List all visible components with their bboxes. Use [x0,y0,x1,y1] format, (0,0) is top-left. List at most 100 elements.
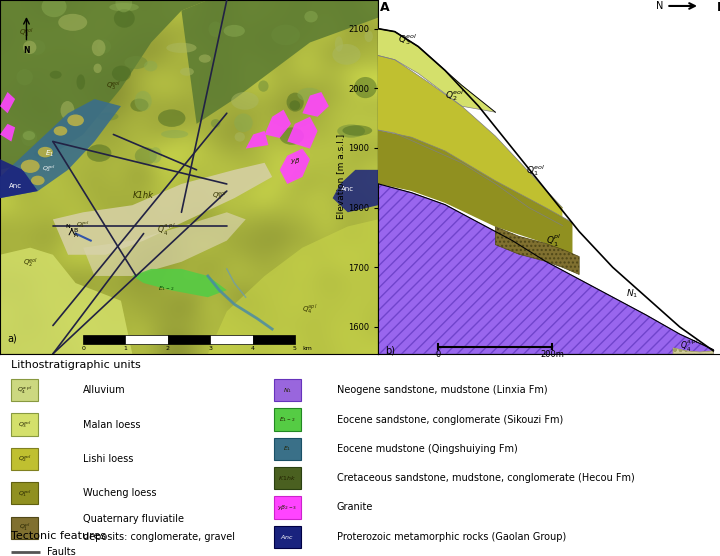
Ellipse shape [58,14,87,31]
Ellipse shape [199,54,211,63]
Text: $N_1$: $N_1$ [283,386,292,395]
Text: $y\beta$: $y\beta$ [289,156,300,166]
Polygon shape [279,148,310,184]
Ellipse shape [22,130,37,146]
Text: $Q_3^{eol}$: $Q_3^{eol}$ [17,419,32,430]
Bar [274,525,301,548]
Text: $E_1$: $E_1$ [283,444,292,453]
Polygon shape [0,159,38,198]
Polygon shape [0,92,15,113]
Text: 3: 3 [208,346,212,351]
Text: 5: 5 [293,346,297,351]
Ellipse shape [97,39,111,53]
Ellipse shape [135,91,152,111]
Text: $Q_2^{eol}$: $Q_2^{eol}$ [445,88,464,103]
Text: Eocene sandstone, conglomerate (Sikouzi Fm): Eocene sandstone, conglomerate (Sikouzi … [337,415,563,425]
Polygon shape [181,0,378,124]
Text: Lishi loess: Lishi loess [83,454,133,464]
Text: K1hk: K1hk [133,191,154,200]
Ellipse shape [297,88,322,101]
Ellipse shape [335,36,343,52]
Ellipse shape [42,0,66,17]
Ellipse shape [158,110,186,127]
Ellipse shape [354,77,377,98]
Ellipse shape [109,3,139,12]
Ellipse shape [34,150,55,158]
Text: 4: 4 [251,346,254,351]
Ellipse shape [94,63,102,73]
Ellipse shape [112,66,131,81]
Text: $Q_4^{a\ pl}$: $Q_4^{a\ pl}$ [157,222,176,238]
Ellipse shape [305,11,318,22]
Text: B: B [73,228,78,233]
Y-axis label: Elevation [m a.s.l.]: Elevation [m a.s.l.] [336,135,345,220]
Polygon shape [265,110,291,138]
Text: Malan loess: Malan loess [83,420,140,430]
Text: 1: 1 [124,346,127,351]
Polygon shape [378,29,495,112]
Bar [274,497,301,519]
Ellipse shape [271,24,300,45]
Polygon shape [378,184,714,354]
Text: Neogene sandstone, mudstone (Linxia Fm): Neogene sandstone, mudstone (Linxia Fm) [337,385,548,395]
Ellipse shape [21,160,40,173]
Text: $Q_3^{eol}$: $Q_3^{eol}$ [398,32,418,47]
Polygon shape [378,130,572,255]
Bar [274,467,301,489]
Ellipse shape [211,119,220,128]
Text: A: A [73,233,78,238]
Ellipse shape [50,71,62,79]
Ellipse shape [54,126,67,136]
Polygon shape [246,131,269,148]
Bar [84,335,125,344]
Ellipse shape [60,101,74,120]
Text: 0: 0 [436,350,441,359]
Bar [125,335,168,344]
Ellipse shape [287,93,304,112]
Ellipse shape [333,44,361,65]
Polygon shape [495,227,579,275]
Bar [11,414,38,436]
Text: $Q_2^{eol}$: $Q_2^{eol}$ [22,256,38,270]
Bar [168,335,210,344]
Polygon shape [0,99,121,198]
Text: $E_1$: $E_1$ [45,148,54,159]
Ellipse shape [258,81,269,92]
Text: Alluvium: Alluvium [83,385,125,395]
Text: $Anc$: $Anc$ [280,533,294,541]
Ellipse shape [343,125,372,136]
Polygon shape [53,163,272,255]
Text: $Q_1^{pl}$: $Q_1^{pl}$ [19,522,30,533]
Ellipse shape [29,39,45,55]
Text: Granite: Granite [337,503,374,513]
Text: Lithostratigraphic units: Lithostratigraphic units [11,360,140,370]
Polygon shape [302,92,329,117]
Bar [274,438,301,460]
Text: a): a) [7,333,17,343]
Bar [253,335,295,344]
Text: $Q_1^{eol}$: $Q_1^{eol}$ [526,163,545,178]
Text: $Q_1^{eol}$: $Q_1^{eol}$ [76,220,90,230]
Polygon shape [0,247,132,354]
Ellipse shape [31,176,45,185]
Ellipse shape [115,0,132,12]
Text: Anc: Anc [341,186,354,192]
Ellipse shape [125,56,148,69]
Bar [11,517,38,539]
Ellipse shape [337,125,365,138]
Bar [11,448,38,470]
Text: $y\beta_{2-3}$: $y\beta_{2-3}$ [277,503,297,512]
Ellipse shape [92,39,106,56]
Polygon shape [287,117,318,148]
Text: $Q_2^{eol}$: $Q_2^{eol}$ [17,454,32,464]
Text: N: N [23,46,30,55]
Text: Quaternary fluviatile: Quaternary fluviatile [83,514,184,524]
Ellipse shape [67,115,84,126]
Text: $Q_2^{eol}$: $Q_2^{eol}$ [42,163,56,173]
Ellipse shape [17,69,33,86]
Text: Anc: Anc [9,182,22,188]
Text: Wucheng loess: Wucheng loess [83,488,156,498]
Ellipse shape [234,113,253,132]
Text: $Q_3^{eol}$: $Q_3^{eol}$ [19,27,34,40]
Text: $E_{1-2}$: $E_{1-2}$ [279,415,295,424]
